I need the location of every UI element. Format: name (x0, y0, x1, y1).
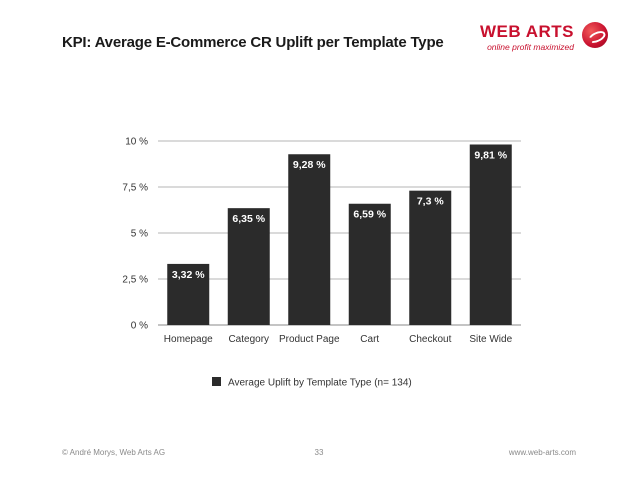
bar (409, 190, 452, 325)
bar (469, 144, 512, 325)
gridlines (158, 140, 521, 326)
y-tick-label: 0 % (131, 321, 148, 332)
bar-data-label: 6,35 % (232, 213, 265, 225)
y-tick-label: 10 % (125, 137, 148, 148)
x-tick-label: Product Page (279, 334, 340, 345)
bar-data-label: 7,3 % (417, 196, 445, 208)
logo-mark-icon (582, 22, 608, 48)
legend: Average Uplift by Template Type (n= 134) (212, 377, 412, 389)
footer-website-link[interactable]: www.web-arts.com (508, 448, 576, 457)
y-tick-label: 7,5 % (122, 183, 148, 194)
x-tick-label: Cart (360, 334, 379, 345)
bar-data-label: 9,28 % (293, 159, 326, 171)
x-tick-label: Homepage (164, 334, 213, 345)
x-tick-label: Checkout (409, 334, 451, 345)
legend-swatch (212, 377, 221, 386)
logo-text: WEB ARTS (479, 22, 574, 41)
bars: 3,32 % 6,35 % 9,28 % 6,59 % 7,3 % 9,81 % (167, 144, 512, 325)
bar-data-label: 9,81 % (474, 149, 507, 161)
bar (227, 208, 270, 325)
y-tick-label: 5 % (131, 229, 148, 240)
y-axis-tick-labels: 0 % 2,5 % 5 % 7,5 % 10 % (122, 137, 148, 332)
x-tick-label: Category (228, 334, 269, 345)
x-tick-label: Site Wide (469, 334, 512, 345)
logo-tagline: online profit maximized (487, 42, 574, 52)
legend-label: Average Uplift by Template Type (n= 134) (228, 378, 412, 389)
web-arts-logo: WEB ARTS online profit maximized (468, 20, 608, 60)
footer-page-number: 33 (314, 448, 324, 457)
bar (348, 203, 391, 325)
bar (288, 154, 331, 325)
x-axis-tick-labels: Homepage Category Product Page Cart Checkout… (164, 334, 513, 345)
bar-data-label: 6,59 % (353, 209, 386, 221)
footer-copyright: © André Morys, Web Arts AG (62, 448, 166, 457)
bar-data-label: 3,32 % (172, 269, 205, 281)
bar (167, 263, 210, 325)
y-tick-label: 2,5 % (122, 275, 148, 286)
slide-title: KPI: Average E-Commerce CR Uplift per Te… (62, 34, 444, 51)
